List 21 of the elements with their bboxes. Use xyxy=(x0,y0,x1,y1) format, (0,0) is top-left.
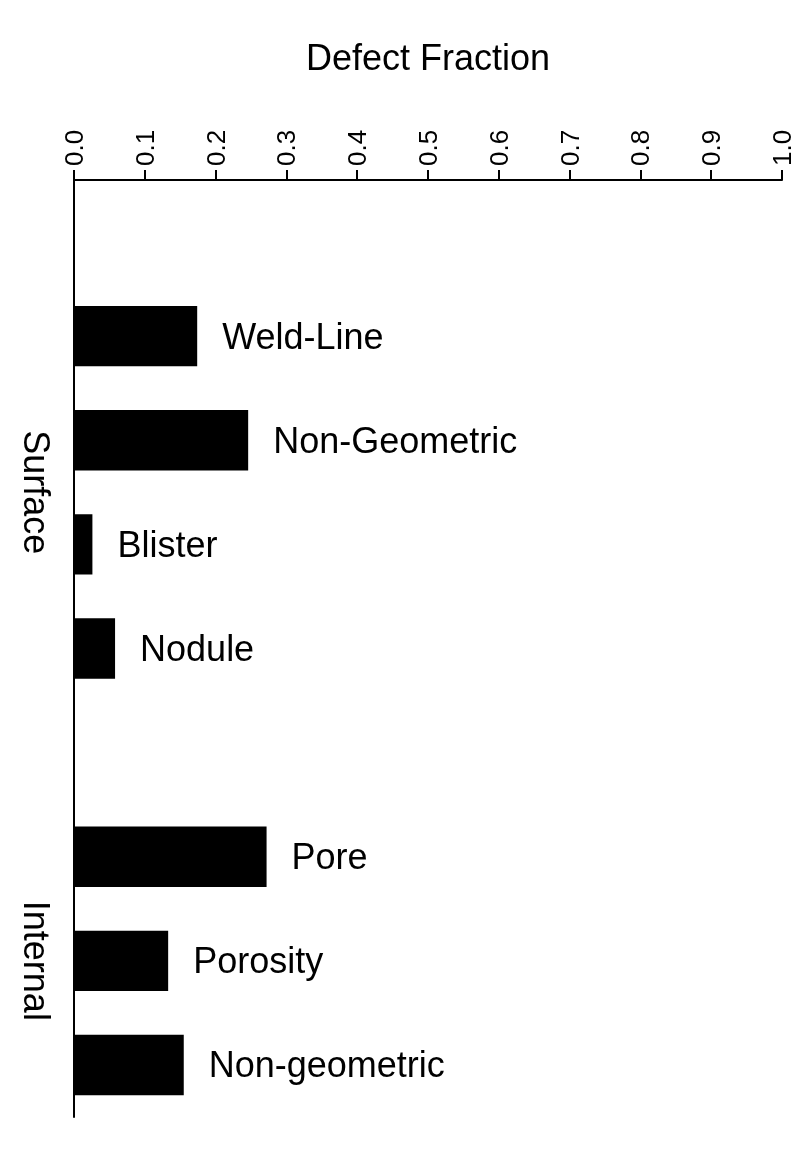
y-tick-label: Pore xyxy=(291,836,368,878)
x-tick-label: 0.2 xyxy=(200,129,231,166)
y-tick-label: Weld-Line xyxy=(222,315,384,357)
x-axis-title: Defect Fraction xyxy=(305,36,551,78)
text: Surface xyxy=(15,430,57,555)
y-tick-label: Blister xyxy=(117,523,218,565)
x-tick-label: 0.8 xyxy=(625,129,656,166)
x-tick-label: 0.0 xyxy=(59,129,89,166)
y-tick-label: Non-Geometric xyxy=(273,419,518,461)
x-tick-label: 0.9 xyxy=(696,129,727,166)
y-tick-label: Porosity xyxy=(193,940,324,982)
y-tick-label: Nodule xyxy=(140,628,255,669)
x-tick-label: 0.1 xyxy=(129,129,160,166)
x-tick-label: 1.0 xyxy=(767,129,797,166)
x-tick-label: 0.5 xyxy=(413,129,443,166)
text: Internal xyxy=(15,900,57,1021)
y-tick-label: Non-geometric xyxy=(208,1044,445,1086)
x-tick-label: 0.6 xyxy=(483,129,514,166)
x-tick-label: 0.4 xyxy=(342,129,373,166)
x-tick-label: 0.3 xyxy=(271,129,302,166)
x-tick-label: 0.7 xyxy=(554,129,585,166)
